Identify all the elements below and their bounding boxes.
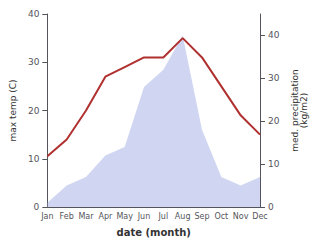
svg-text:20: 20 — [28, 106, 40, 116]
svg-text:Dec: Dec — [252, 212, 267, 221]
svg-text:May: May — [116, 212, 133, 221]
svg-text:30: 30 — [268, 73, 280, 83]
svg-text:10: 10 — [28, 154, 40, 164]
svg-text:Mar: Mar — [78, 212, 94, 221]
svg-text:Feb: Feb — [60, 212, 74, 221]
svg-text:40: 40 — [28, 9, 40, 19]
svg-text:date (month): date (month) — [116, 227, 190, 238]
svg-text:Jul: Jul — [158, 212, 169, 221]
svg-text:0: 0 — [268, 202, 274, 212]
svg-text:20: 20 — [268, 116, 280, 126]
svg-text:Nov: Nov — [233, 212, 249, 221]
svg-text:10: 10 — [268, 159, 280, 169]
svg-text:30: 30 — [28, 57, 40, 67]
svg-text:max temp (C): max temp (C) — [8, 79, 18, 141]
svg-text:med. precipitation: med. precipitation — [289, 69, 300, 152]
svg-text:Apr: Apr — [98, 212, 113, 221]
svg-text:Aug: Aug — [175, 212, 191, 221]
svg-text:40: 40 — [268, 30, 280, 40]
svg-text:Jan: Jan — [40, 212, 53, 221]
svg-text:(kg/m2): (kg/m2) — [299, 93, 309, 128]
svg-text:Sep: Sep — [194, 212, 209, 221]
svg-text:Oct: Oct — [214, 212, 228, 221]
svg-text:Jun: Jun — [137, 212, 151, 221]
svg-text:0: 0 — [34, 202, 40, 212]
